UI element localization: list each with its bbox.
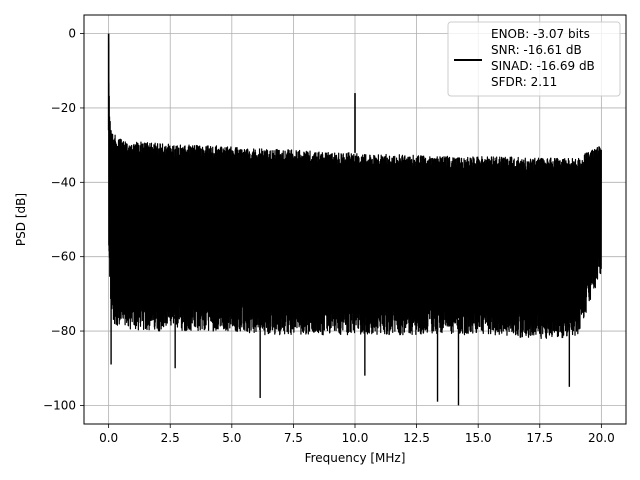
psd-series <box>107 33 602 406</box>
x-tick-label-0: 0.0 <box>99 431 118 445</box>
y-axis-ticks: 0 −20 −40 −60 −80 −100 <box>43 27 84 412</box>
y-tick-label-3: −60 <box>51 250 76 264</box>
legend-entry-sfdr: SFDR: 2.11 <box>491 75 557 89</box>
x-tick-label-7: 17.5 <box>526 431 553 445</box>
x-axis-ticks: 0.0 2.5 5.0 7.5 10.0 12.5 15.0 17.5 20.0 <box>99 424 615 445</box>
y-tick-label-2: −40 <box>51 175 76 189</box>
y-tick-label-1: −20 <box>51 101 76 115</box>
x-tick-label-5: 12.5 <box>403 431 430 445</box>
y-tick-label-0: 0 <box>68 27 76 41</box>
y-axis-label: PSD [dB] <box>14 193 28 246</box>
x-tick-label-8: 20.0 <box>588 431 615 445</box>
legend: ENOB: -3.07 bits SNR: -16.61 dB SINAD: -… <box>447 21 621 97</box>
x-tick-label-4: 10.0 <box>342 431 369 445</box>
x-tick-label-3: 7.5 <box>284 431 303 445</box>
x-tick-label-1: 2.5 <box>161 431 180 445</box>
psd-trace <box>108 43 602 339</box>
legend-entry-snr: SNR: -16.61 dB <box>491 43 582 57</box>
legend-entry-enob: ENOB: -3.07 bits <box>491 27 590 41</box>
legend-entry-sinad: SINAD: -16.69 dB <box>491 59 595 73</box>
legend-box <box>447 21 621 97</box>
x-tick-label-6: 15.0 <box>465 431 492 445</box>
y-tick-label-4: −80 <box>51 324 76 338</box>
y-tick-label-5: −100 <box>43 398 76 412</box>
x-tick-label-2: 5.0 <box>222 431 241 445</box>
x-axis-label: Frequency [MHz] <box>305 451 406 465</box>
